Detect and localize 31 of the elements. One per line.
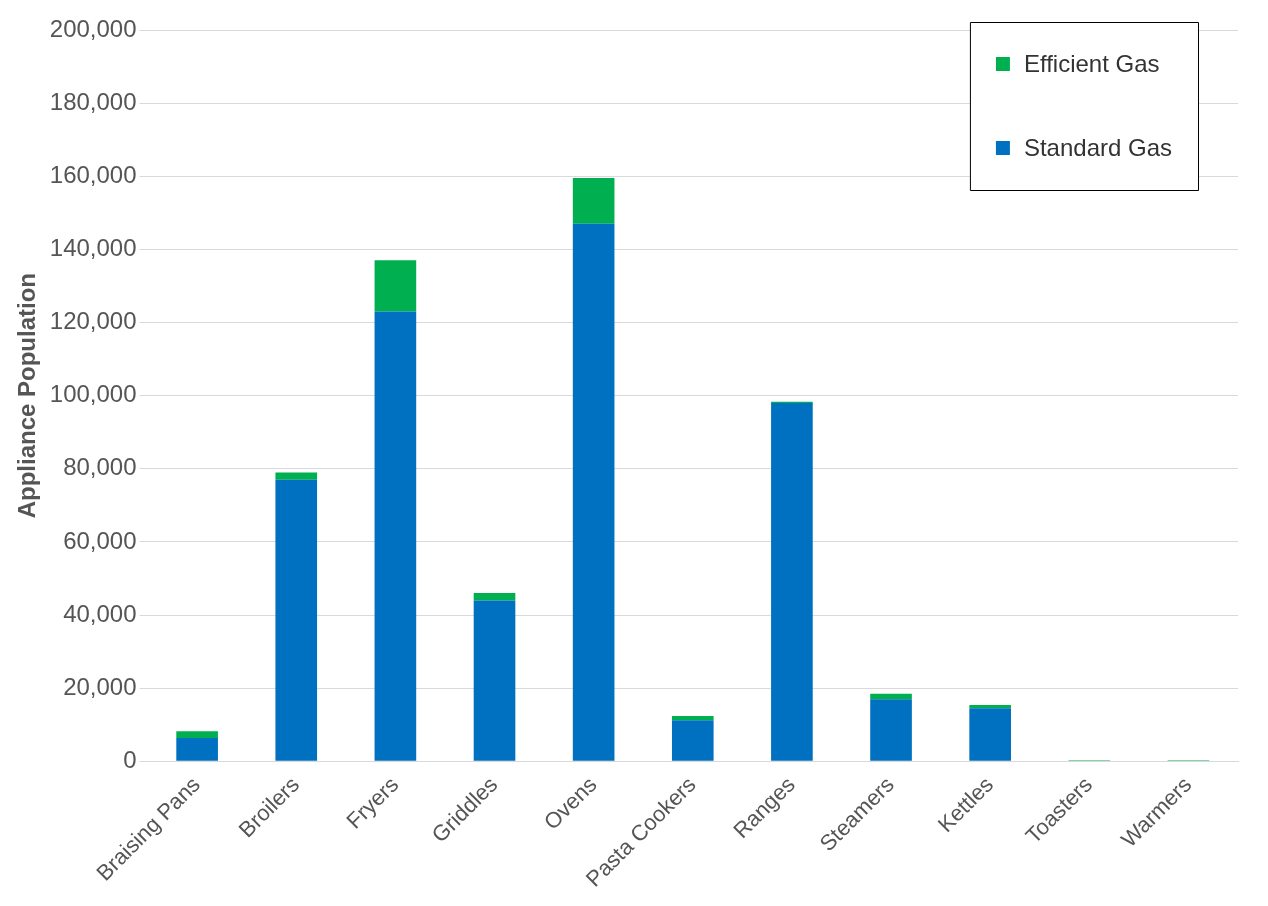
y-tick-label: 0 [123,745,137,773]
y-tick-label: 200,000 [49,14,137,42]
y-tick-label: 100,000 [49,380,137,408]
bar [969,708,1011,761]
bar [473,600,516,761]
bar [275,472,318,480]
bar [176,737,218,761]
bar [870,699,912,761]
y-tick-label: 60,000 [63,526,137,554]
y-tick-label: 180,000 [49,87,137,115]
y-tick-label: 80,000 [63,453,137,481]
bar [374,260,417,312]
bar [572,178,615,224]
bar [870,693,912,700]
y-tick-label: 40,000 [63,599,137,627]
bar [176,731,218,738]
bar [969,704,1011,709]
y-axis-title: Appliance Population [13,272,41,519]
legend-label: Standard Gas [1023,133,1172,161]
y-tick-label: 140,000 [49,234,137,262]
bar [771,402,813,761]
bar [572,223,615,761]
bar [671,715,714,721]
bar [473,593,516,601]
y-tick-label: 160,000 [49,160,137,188]
y-tick-label: 20,000 [63,672,137,700]
bar [671,720,714,761]
legend-label: Efficient Gas [1023,49,1160,77]
bar [374,311,417,761]
y-tick-label: 120,000 [49,307,137,335]
bar [275,479,318,761]
